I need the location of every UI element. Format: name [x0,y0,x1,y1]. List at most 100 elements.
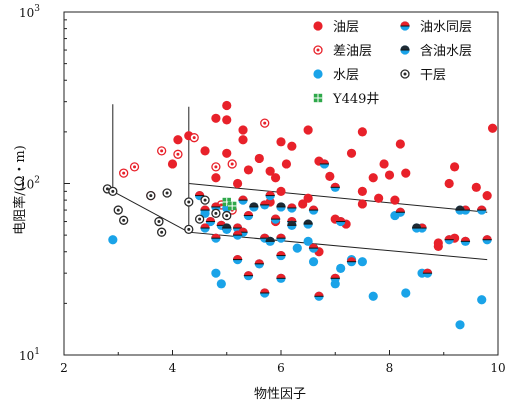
data-point [249,202,259,212]
data-point [211,173,221,183]
center-dot [187,227,191,231]
oil-dot [384,170,395,180]
center-dot [160,149,164,153]
y-tick-exp: 3 [34,4,40,14]
center-dot [192,136,196,140]
legend-label: 含油水层 [420,43,472,59]
data-point [346,257,357,267]
oil-dot [390,195,400,205]
data-point [254,259,264,269]
oil-dot [487,123,498,133]
data-point [211,113,221,123]
legend-marker [400,45,410,55]
data-point [184,197,194,207]
water-dot [211,268,221,278]
data-point [265,166,275,176]
oil-dot [243,165,254,175]
data-point [292,243,302,253]
data-point [173,149,183,159]
upper-half [243,271,254,276]
upper-half [276,202,286,207]
data-point [357,257,367,267]
upper-half [265,191,275,196]
legend-item: 油水同层 [400,20,472,35]
upper-half [276,233,286,239]
center-dot [214,211,218,215]
data-point [303,236,313,246]
upper-half [287,203,297,208]
upper-half [243,210,254,216]
data-point [211,162,221,172]
oil-dot [270,173,281,183]
upper-half [330,273,340,279]
water-dot [477,295,487,305]
center-dot [122,218,126,222]
data-point [146,190,156,201]
legend-marker [313,93,323,103]
data-point [477,295,487,305]
oil-dot [357,186,367,196]
legend-marker [313,45,323,55]
data-point [422,268,433,278]
data-point [390,195,400,205]
data-point [482,191,492,201]
data-point [374,193,384,203]
boundary-line [112,104,190,233]
upper-half [200,205,210,211]
y-tick-label: 101 [19,347,40,363]
oil-dot [401,168,411,178]
center-dot [133,165,137,169]
upper-half [400,21,410,26]
upper-half [477,205,487,211]
upper-half [205,216,216,222]
upper-half [336,216,346,222]
water-dot [455,320,465,330]
data-point [119,168,129,178]
data-points [102,100,498,330]
data-point [200,223,210,233]
upper-half [308,205,319,211]
upper-half [276,273,286,279]
oil-dot [222,148,232,158]
legend-label: 水层 [333,68,359,83]
data-point [401,288,411,298]
upper-half [422,268,433,274]
upper-half [400,45,410,50]
x-tick-label: 4 [169,361,177,375]
legend-label: 油水同层 [420,20,472,35]
data-point [200,195,210,205]
upper-half [260,200,270,205]
data-point [319,159,329,169]
center-dot [203,198,207,202]
data-point [254,153,264,164]
y-tick-exp: 2 [34,176,40,186]
upper-half [222,223,232,229]
oil-dot [395,139,405,149]
data-point [108,186,118,196]
data-point [395,207,405,217]
upper-half [233,223,243,229]
oil-dot [233,178,243,189]
center-dot [165,191,169,195]
legend-marker [400,69,410,79]
legend-item: 含油水层 [400,43,472,59]
upper-half [308,243,319,249]
data-point [303,125,313,135]
data-point [455,320,465,330]
oil-dot [368,173,378,183]
oil-dot [167,159,178,169]
data-point [276,273,286,283]
legend-label: Y449井 [332,92,379,107]
data-point [238,125,248,135]
data-point [243,165,254,175]
data-point [265,236,275,246]
y-tick-base: 10 [19,178,34,192]
center-dot [176,152,180,156]
plot-frame [63,11,499,356]
data-point [233,230,243,240]
center-dot [116,208,120,212]
data-point [211,268,221,278]
upper-half [412,223,422,229]
